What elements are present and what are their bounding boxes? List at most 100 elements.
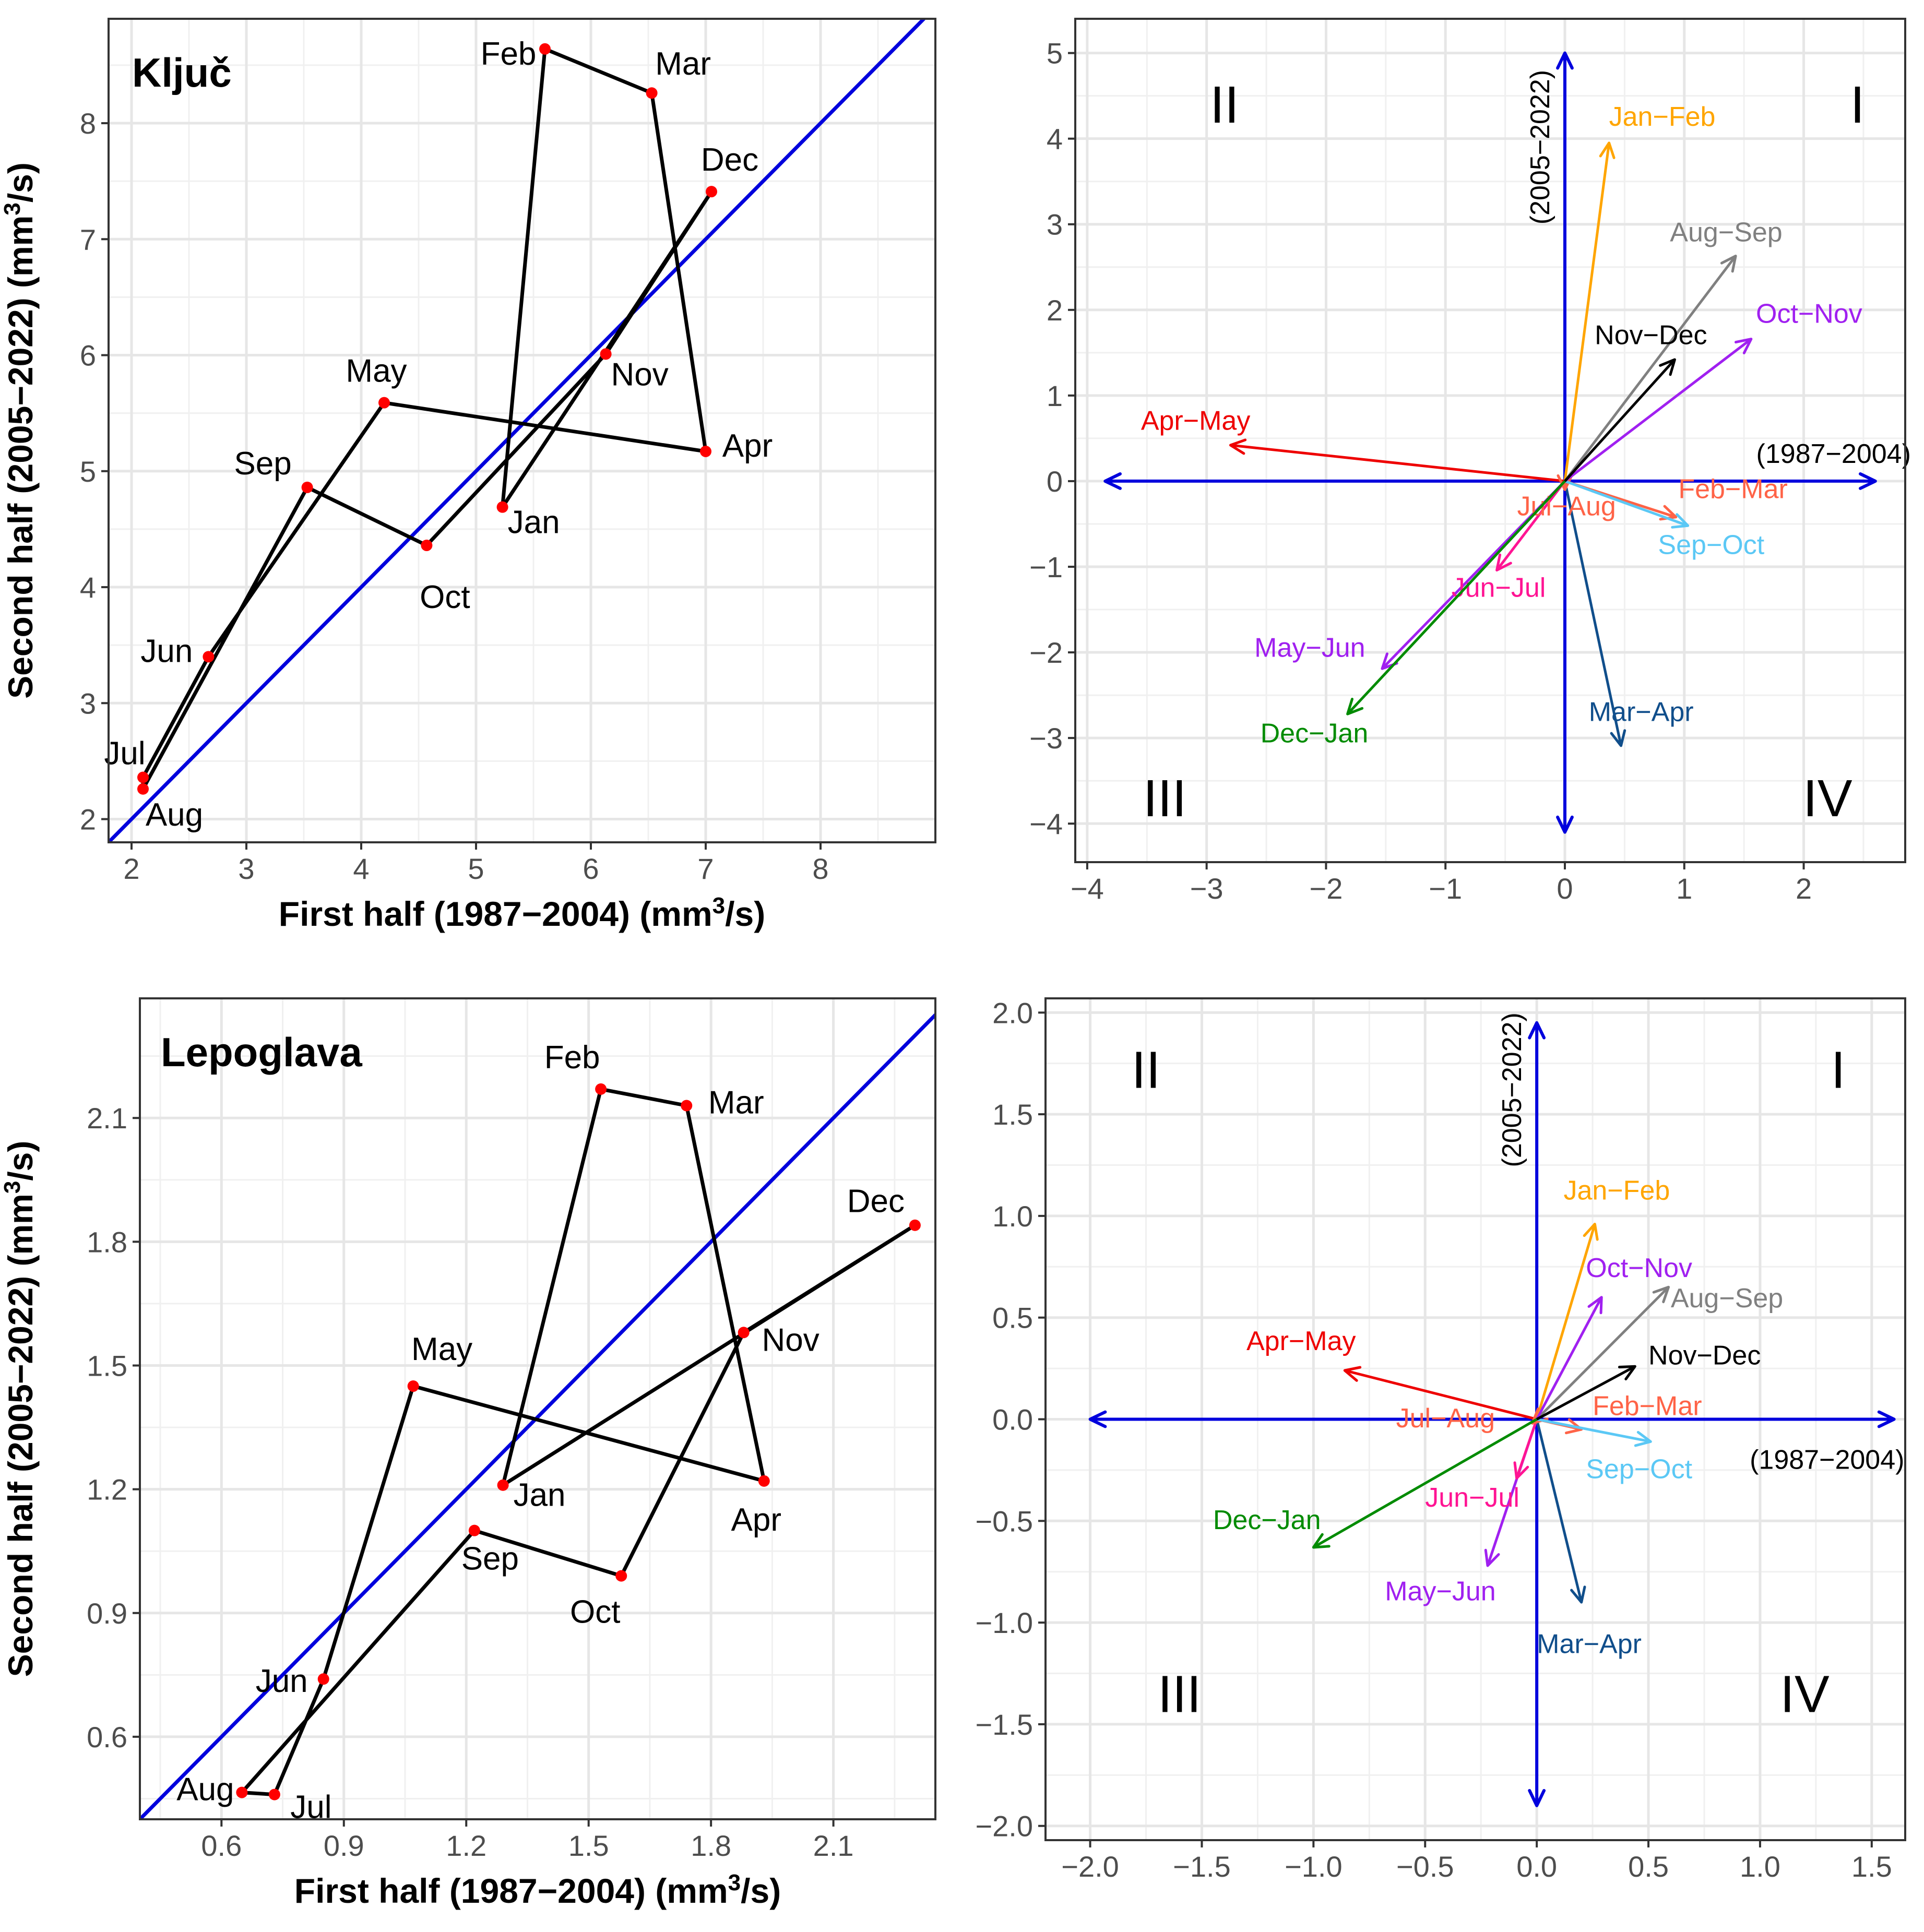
vector-label-feb-mar: Feb−Mar: [1593, 1391, 1702, 1422]
x-tick-label: −1.5: [1173, 1850, 1231, 1883]
y-tick-label: 3: [80, 687, 96, 720]
vector-label-jan-feb: Jan−Feb: [1563, 1176, 1670, 1206]
y-tick-label: 2.0: [992, 996, 1033, 1029]
x-tick-label: 3: [238, 852, 254, 885]
plot-area: [109, 19, 927, 842]
vector-head-jan-feb: [1599, 141, 1616, 159]
vector-head-feb-mar: [1564, 1418, 1583, 1435]
vector-nov-dec: [1564, 359, 1676, 482]
panel-3-group: 0.6 0.9 1.2 1.5 1.8 2.1 0.6 0.9 1.2 1.5 1.8 2.1 Jan F…: [0, 997, 936, 1910]
vector-head-apr-may: [1229, 438, 1247, 455]
data-point-jun: [203, 651, 215, 663]
panel-border: [1074, 18, 1906, 863]
vector-sep-oct: [1564, 480, 1689, 527]
y-tick-label: 5: [1047, 37, 1063, 70]
y-tick-label: 1.2: [87, 1473, 127, 1506]
y-tick-label: −3: [1029, 722, 1063, 755]
vector-head-dec-jan: [1346, 698, 1364, 715]
panel-border: [1044, 997, 1906, 1841]
x-tick-label: 2: [1796, 872, 1812, 905]
vector-head-jun-jul: [1513, 1461, 1529, 1480]
x-tick-label: 0: [1557, 872, 1573, 905]
vector-apr-may: [1344, 1369, 1537, 1421]
vector-head-nov-dec: [1618, 1365, 1636, 1380]
x-tick-label: 6: [583, 852, 599, 885]
x-axis-name: (1987−2004): [1756, 439, 1911, 469]
point-label-jun: Jun: [140, 633, 193, 669]
y-axis-title: Second half (2005−2022) (mm3/s): [0, 1141, 40, 1677]
x-tick-label: 1.5: [568, 1829, 609, 1862]
vector-label-nov-dec: Nov−Dec: [1648, 1340, 1761, 1370]
x-tick-label: 1.0: [1740, 1850, 1780, 1883]
panel-4-group: −2.0 −1.5 −1.0 −0.5 0.0 0.5 1.0 1.5 −2.0 −1.5 −1.0…: [975, 996, 1906, 1883]
y-tick-label: 0: [1047, 465, 1063, 498]
data-point-dec: [706, 186, 717, 198]
x-tick-label: −2: [1310, 872, 1343, 905]
y-tick-label: 1.8: [87, 1225, 127, 1258]
x-tick-label: −1.0: [1285, 1850, 1343, 1883]
data-point-aug: [137, 783, 149, 795]
panel-2-group: −4 −3 −2 −1 0 1 2 −4 −3 −2 −1 0 1 2 3 4 5 (1987−2004) (200…: [1029, 18, 1911, 905]
point-label-jan: Jan: [514, 1477, 566, 1513]
y-axis-name: (2005−2022): [1525, 70, 1555, 224]
point-label-dec: Dec: [847, 1184, 905, 1220]
point-label-may: May: [411, 1331, 472, 1367]
y-axis-name: (2005−2022): [1497, 1012, 1527, 1167]
y-tick-label: 4: [80, 571, 96, 604]
point-label-jun: Jun: [256, 1663, 308, 1699]
y-arrow-axis-head-top: [1556, 51, 1574, 70]
y-arrow-axis-head-bottom: [1528, 1788, 1546, 1807]
point-label-feb: Feb: [544, 1040, 600, 1076]
vector-head-oct-nov: [1587, 1296, 1603, 1315]
point-label-sep: Sep: [461, 1541, 519, 1577]
point-label-jan: Jan: [508, 505, 560, 541]
panel-border: [108, 18, 936, 843]
vector-head-aug-sep: [1652, 1285, 1670, 1304]
vector-label-sep-oct: Sep−Oct: [1658, 530, 1764, 560]
y-tick-label: 0.0: [992, 1403, 1033, 1436]
station-label: Ključ: [132, 50, 232, 96]
vector-dec-jan: [1346, 480, 1566, 715]
point-label-oct: Oct: [420, 579, 470, 615]
y-tick-label: 7: [80, 223, 96, 256]
data-point-dec: [909, 1219, 921, 1231]
quadrant-label-iii: III: [1158, 1665, 1201, 1723]
point-label-aug: Aug: [146, 797, 203, 833]
vector-head-jan-feb: [1583, 1222, 1599, 1241]
quadrant-label-iv: IV: [1803, 769, 1852, 828]
vector-label-jul-aug: Jul−Aug: [1517, 492, 1616, 522]
y-tick-label: 0.5: [992, 1302, 1033, 1334]
data-point-apr: [700, 446, 711, 458]
vector-aug-sep: [1563, 255, 1737, 482]
y-arrow-axis-head-bottom: [1556, 815, 1574, 834]
y-tick-label: 4: [1047, 123, 1063, 156]
data-point-sep: [468, 1524, 480, 1536]
vector-head-jun-jul: [1495, 553, 1512, 572]
quadrant-label-iv: IV: [1780, 1665, 1830, 1723]
vector-mar-apr: [1535, 1418, 1583, 1603]
vector-jan-feb: [1563, 142, 1611, 482]
vector-jan-feb: [1535, 1223, 1596, 1420]
vector-label-oct-nov: Oct−Nov: [1586, 1253, 1692, 1283]
month-path: [141, 47, 714, 791]
y-tick-label: 3: [1047, 208, 1063, 241]
y-tick-label: −0.5: [975, 1505, 1033, 1537]
y-tick-label: −2: [1029, 636, 1063, 669]
point-label-aug: Aug: [176, 1772, 234, 1808]
vector-head-dec-jan: [1312, 1533, 1331, 1549]
point-label-feb: Feb: [481, 36, 537, 72]
y-tick-label: −1.0: [975, 1606, 1033, 1639]
y-tick-label: 1.0: [992, 1200, 1033, 1233]
point-label-mar: Mar: [708, 1085, 764, 1121]
vector-head-oct-nov: [1734, 338, 1753, 354]
data-point-apr: [758, 1475, 770, 1487]
y-tick-label: −1.5: [975, 1708, 1033, 1741]
vector-jun-jul: [1515, 1418, 1538, 1479]
point-label-apr: Apr: [731, 1502, 781, 1538]
vector-dec-jan: [1313, 1418, 1538, 1549]
vector-jun-jul: [1495, 480, 1566, 571]
vector-label-sep-oct: Sep−Oct: [1586, 1454, 1692, 1484]
y-tick-label: 6: [80, 339, 96, 372]
